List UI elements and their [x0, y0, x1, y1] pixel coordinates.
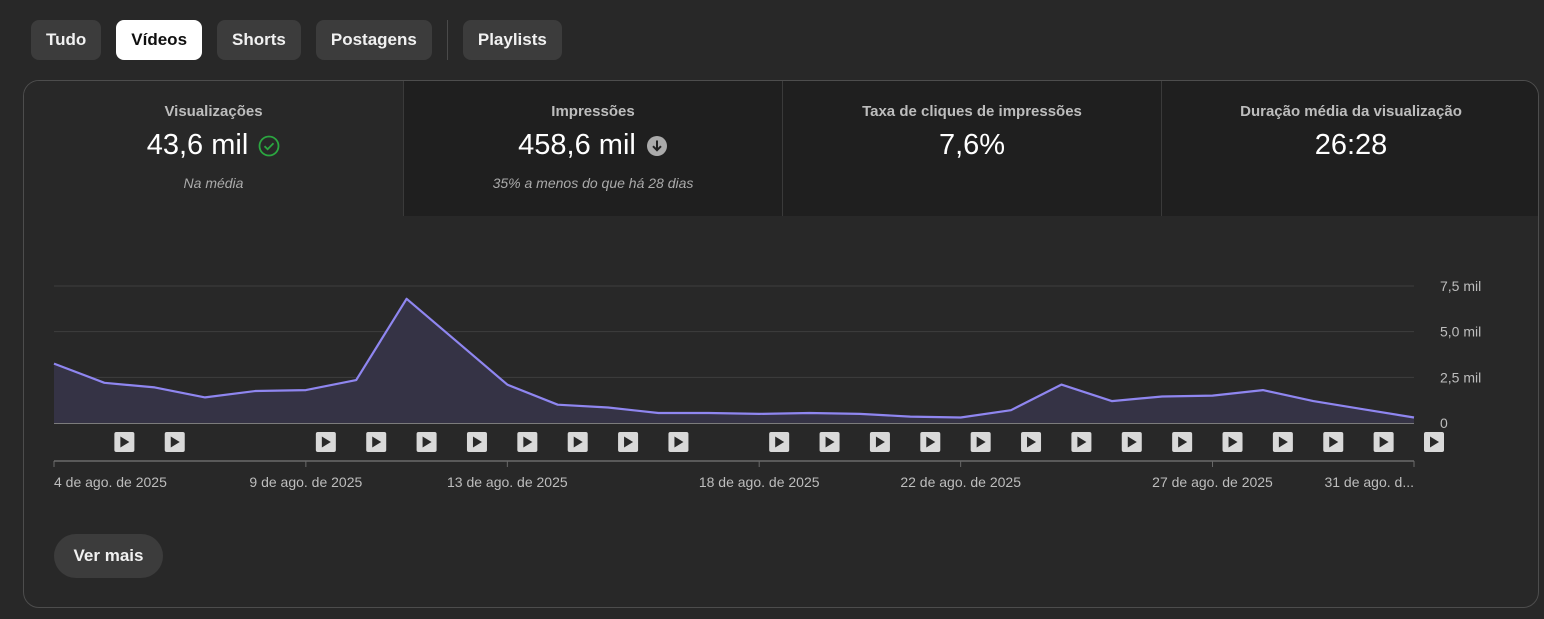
video-marker-icon[interactable]	[1373, 432, 1394, 452]
video-marker-icon[interactable]	[869, 432, 890, 452]
y-tick-label: 2,5 mil	[1440, 369, 1481, 385]
tab-shorts[interactable]: Shorts	[217, 20, 301, 60]
video-marker-icon[interactable]	[1272, 432, 1293, 452]
play-icon	[875, 436, 885, 448]
play-icon	[372, 436, 382, 448]
play-icon	[1228, 436, 1238, 448]
play-icon	[1278, 436, 1288, 448]
x-tick-label: 13 de ago. de 2025	[447, 474, 568, 490]
video-marker-icon[interactable]	[769, 432, 790, 452]
play-icon	[170, 436, 180, 448]
play-icon	[1430, 436, 1439, 448]
metric-label: Impressões	[551, 103, 635, 120]
tab-postagens[interactable]: Postagens	[315, 20, 432, 60]
video-marker-icon[interactable]	[1071, 432, 1092, 452]
metric-ctr[interactable]: Taxa de cliques de impressões 7,6%	[782, 81, 1161, 216]
metric-label: Taxa de cliques de impressões	[862, 103, 1082, 120]
tabs-divider	[446, 20, 448, 60]
video-marker-icon[interactable]	[1021, 432, 1042, 452]
y-tick-label: 7,5 mil	[1440, 278, 1481, 294]
play-icon	[1127, 436, 1137, 448]
tab-videos[interactable]: Vídeos	[116, 20, 203, 60]
video-marker-icon[interactable]	[1323, 432, 1344, 452]
play-icon	[926, 436, 936, 448]
play-icon	[523, 436, 533, 448]
play-icon	[1077, 436, 1087, 448]
metric-label: Duração média da visualização	[1240, 103, 1462, 120]
video-marker-icon[interactable]	[517, 432, 538, 452]
metric-value: 458,6 mil	[518, 129, 636, 161]
video-marker-icon[interactable]	[164, 432, 185, 452]
video-marker-icon[interactable]	[920, 432, 941, 452]
video-marker-icon[interactable]	[618, 432, 639, 452]
metric-value: 26:28	[1314, 129, 1388, 161]
play-icon	[825, 436, 835, 448]
x-tick-label: 18 de ago. de 2025	[699, 474, 820, 490]
play-icon	[1027, 436, 1037, 448]
metric-subtext: 35% a menos do que há 28 dias	[492, 175, 694, 191]
play-icon	[1178, 436, 1188, 448]
video-marker-icon[interactable]	[567, 432, 588, 452]
video-marker-icon[interactable]	[819, 432, 840, 452]
play-icon	[674, 436, 684, 448]
metric-views[interactable]: Visualizações 43,6 mil Na média	[24, 81, 403, 216]
metric-impressions[interactable]: Impressões 458,6 mil 35% a menos do que …	[403, 81, 782, 216]
tab-playlists[interactable]: Playlists	[462, 20, 562, 60]
check-circle-icon	[258, 135, 280, 157]
video-marker-icon[interactable]	[668, 432, 689, 452]
metric-value: 7,6%	[938, 129, 1006, 161]
y-tick-label: 5,0 mil	[1440, 324, 1481, 340]
play-icon	[422, 436, 432, 448]
video-marker-icon[interactable]	[1172, 432, 1193, 452]
metric-subtext: Na média	[183, 175, 244, 191]
video-marker-icon[interactable]	[466, 432, 487, 452]
play-icon	[976, 436, 986, 448]
content-type-tabs: Tudo Vídeos Shorts Postagens Playlists	[31, 20, 577, 60]
tab-tudo[interactable]: Tudo	[31, 20, 102, 60]
video-marker-icon[interactable]	[1121, 432, 1142, 452]
x-tick-label: 4 de ago. de 2025	[54, 474, 167, 490]
x-tick-label: 27 de ago. de 2025	[1152, 474, 1273, 490]
play-icon	[1329, 436, 1339, 448]
video-marker-icon[interactable]	[970, 432, 991, 452]
play-icon	[1379, 436, 1389, 448]
play-icon	[321, 436, 331, 448]
play-icon	[120, 436, 130, 448]
y-tick-label: 0	[1440, 415, 1448, 431]
metric-label: Visualizações	[164, 103, 263, 120]
video-marker-icon[interactable]	[1424, 432, 1444, 452]
views-chart: 0 2,5 mil 5,0 mil 7,5 mil 4 de ago. de 2025 9…	[53, 278, 1481, 490]
play-icon	[775, 436, 785, 448]
video-marker-icon[interactable]	[366, 432, 387, 452]
metric-value: 43,6 mil	[146, 129, 249, 161]
metric-avg-view-duration[interactable]: Duração média da visualização 26:28	[1161, 81, 1538, 216]
analytics-card: Visualizações 43,6 mil Na média Impressõ…	[23, 80, 1539, 608]
series-line	[53, 297, 1415, 419]
video-marker-icon[interactable]	[315, 432, 336, 452]
x-tick-label: 31 de ago. d...	[1324, 474, 1414, 490]
ver-mais-button[interactable]: Ver mais	[54, 534, 163, 578]
play-icon	[573, 436, 583, 448]
play-icon	[624, 436, 634, 448]
metrics-row: Visualizações 43,6 mil Na média Impressõ…	[24, 81, 1538, 216]
x-tick-label: 9 de ago. de 2025	[249, 474, 362, 490]
video-marker-icon[interactable]	[1222, 432, 1243, 452]
video-marker-icon[interactable]	[114, 432, 135, 452]
arrow-down-circle-icon	[646, 135, 668, 157]
play-icon	[472, 436, 482, 448]
series-area	[54, 298, 1414, 423]
video-marker-icon[interactable]	[416, 432, 437, 452]
x-tick-label: 22 de ago. de 2025	[900, 474, 1021, 490]
